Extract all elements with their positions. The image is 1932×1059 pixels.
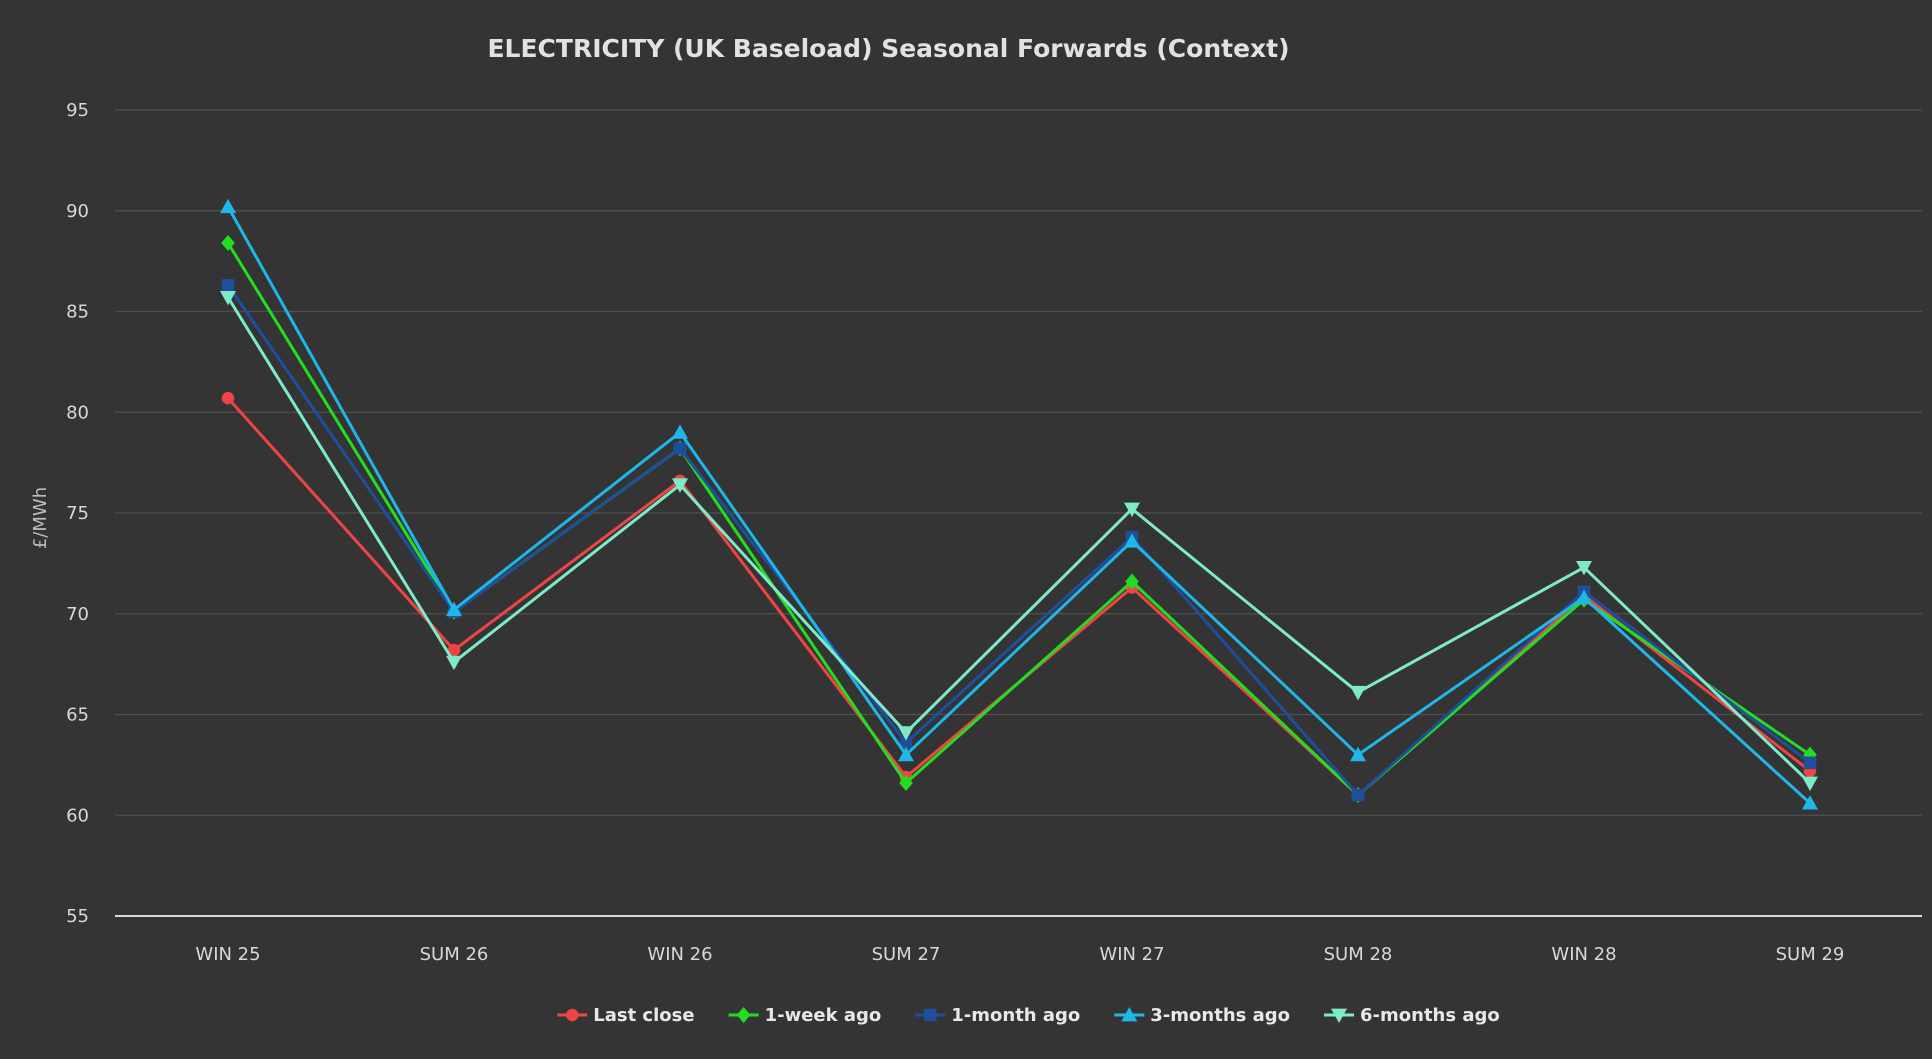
series-1-month-ago[interactable] (221, 279, 1817, 802)
x-tick-label: SUM 29 (1776, 944, 1845, 965)
series-line (226, 283, 1812, 797)
series-line (226, 396, 1812, 797)
legend-label: Last close (593, 1005, 694, 1026)
data-point (898, 726, 914, 741)
y-tick-label: 70 (66, 604, 89, 625)
data-point (1351, 788, 1365, 802)
data-point (446, 655, 462, 671)
data-point (899, 736, 913, 749)
series-3-months-ago[interactable] (220, 198, 1818, 810)
y-tick-label: 90 (66, 201, 89, 222)
legend-marker (566, 1008, 579, 1022)
x-axis-ticks: WIN 25 SUM 26 WIN 26 SUM 27 WIN 27 SUM 28 WIN … (195, 944, 1844, 965)
data-point (221, 391, 235, 405)
y-tick-label: 55 (66, 906, 89, 927)
data-point (1124, 533, 1140, 548)
y-tick-label: 75 (66, 503, 89, 524)
data-point (1350, 746, 1366, 762)
y-tick-label: 60 (66, 805, 89, 826)
y-tick-label: 85 (66, 302, 89, 323)
data-point (899, 775, 913, 792)
data-point (220, 198, 236, 214)
data-point (1124, 502, 1140, 517)
data-point (1576, 589, 1592, 605)
data-point (1803, 756, 1817, 770)
data-point (221, 234, 235, 251)
legend-marker (1331, 1008, 1348, 1023)
data-point (221, 279, 235, 292)
grid-layer (115, 109, 1922, 917)
legend-label: 3-months ago (1150, 1005, 1290, 1026)
legend-marker (1121, 1007, 1138, 1022)
legend-item-last-close[interactable]: Last close (557, 1005, 695, 1026)
data-point (898, 746, 914, 762)
data-point (220, 290, 236, 306)
data-point (447, 643, 461, 657)
x-tick-label: SUM 28 (1324, 944, 1393, 965)
y-axis-ticks: 55 60 65 70 75 80 85 90 95 (66, 100, 89, 927)
data-point (1125, 573, 1139, 590)
series-6-months-ago[interactable] (220, 290, 1818, 792)
series-line (226, 205, 1812, 805)
y-axis-label: £/MWh (30, 487, 51, 549)
x-tick-label: WIN 28 (1551, 944, 1616, 965)
series-line (226, 295, 1812, 785)
series-layer (220, 198, 1818, 810)
x-tick-label: SUM 26 (420, 944, 489, 965)
data-point (1802, 776, 1818, 792)
data-point (1576, 561, 1592, 576)
legend-item-6-months-ago[interactable]: 6-months ago (1324, 1005, 1500, 1026)
data-point (1350, 685, 1366, 701)
y-tick-label: 95 (66, 100, 89, 121)
data-point (673, 442, 687, 455)
y-tick-label: 80 (66, 402, 89, 423)
series-line (226, 241, 1812, 797)
data-point (446, 601, 462, 617)
data-point (1802, 795, 1818, 810)
legend-marker (924, 1008, 937, 1022)
legend-item-3-months-ago[interactable]: 3-months ago (1114, 1005, 1290, 1026)
legend-label: 1-week ago (765, 1005, 882, 1026)
data-point (672, 478, 688, 493)
legend[interactable]: Last close 1-week ago 1-month ago 3-months … (557, 1005, 1500, 1026)
data-point (672, 424, 688, 439)
chart-title: ELECTRICITY (UK Baseload) Seasonal Forwa… (487, 34, 1289, 63)
legend-marker (736, 1007, 751, 1023)
legend-item-1-week-ago[interactable]: 1-week ago (728, 1005, 882, 1026)
x-tick-label: WIN 26 (647, 944, 712, 965)
series-1-week-ago[interactable] (221, 234, 1817, 804)
legend-label: 6-months ago (1360, 1005, 1500, 1026)
x-tick-label: SUM 27 (872, 944, 941, 965)
legend-label: 1-month ago (951, 1005, 1080, 1026)
legend-item-1-month-ago[interactable]: 1-month ago (915, 1005, 1080, 1026)
x-tick-label: WIN 25 (195, 944, 260, 965)
x-tick-label: WIN 27 (1099, 944, 1164, 965)
y-tick-label: 65 (66, 705, 89, 726)
